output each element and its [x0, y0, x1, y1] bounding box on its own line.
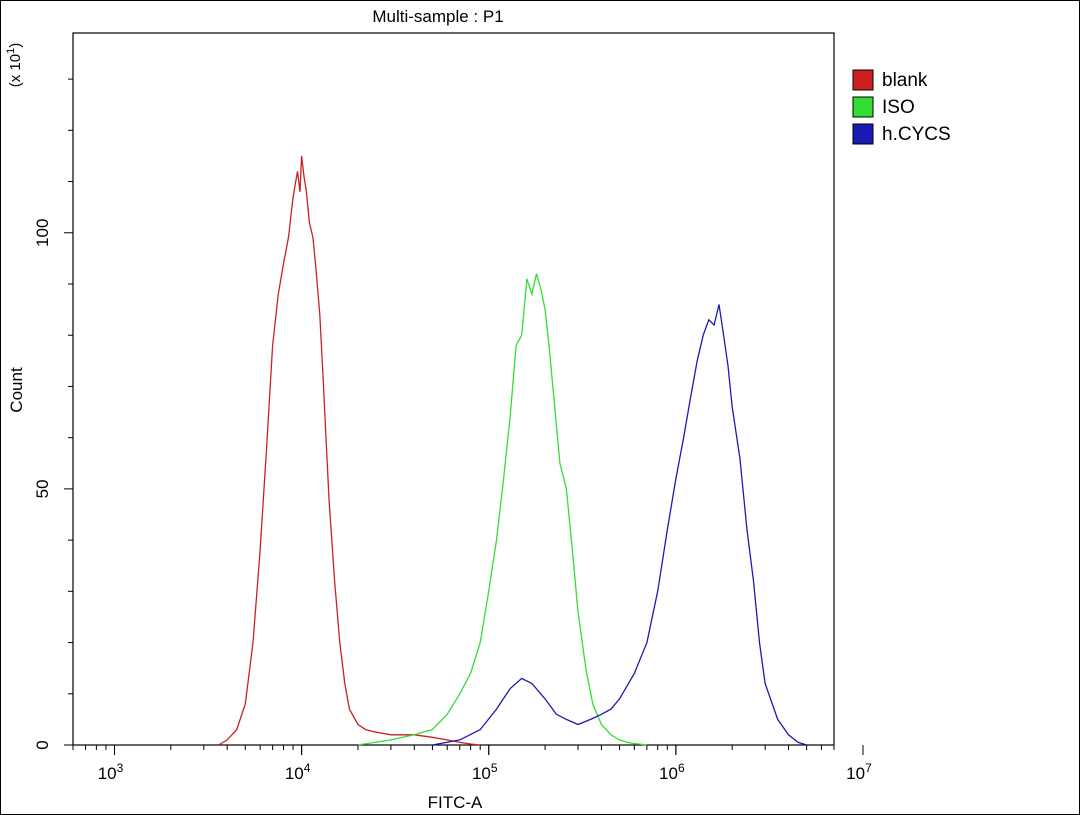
- legend-swatch-blank: [852, 69, 874, 91]
- legend-label-h-cycs: h.CYCS: [882, 124, 951, 145]
- y-axis: 0 50 100: [33, 78, 73, 750]
- legend-label-blank: blank: [882, 70, 928, 91]
- series-line-h-cycs: [432, 304, 807, 746]
- x-tick-exp: 3: [117, 761, 124, 775]
- x-tick-base: 10: [285, 764, 304, 783]
- x-axis-label: FITC-A: [428, 793, 483, 812]
- x-tick-label: 105: [472, 761, 498, 783]
- y-multiplier-base: (x 10: [7, 54, 24, 87]
- x-tick-base: 10: [472, 764, 491, 783]
- x-tick-label: 103: [98, 761, 124, 783]
- legend-label-iso: ISO: [882, 97, 915, 118]
- x-tick-base: 10: [659, 764, 678, 783]
- x-tick-exp: 4: [304, 761, 311, 775]
- legend: blank ISO h.CYCS: [852, 69, 951, 145]
- y-multiplier-close: ): [7, 43, 24, 48]
- y-tick-label: 0: [33, 740, 52, 749]
- series-line-iso: [357, 273, 647, 746]
- x-tick-label: 107: [846, 761, 872, 783]
- x-tick-exp: 7: [865, 761, 872, 775]
- chart-title: Multi-sample : P1: [372, 7, 503, 26]
- plot-area-frame: [72, 32, 835, 746]
- x-tick-base: 10: [846, 764, 865, 783]
- x-tick-label: 106: [659, 761, 685, 783]
- x-tick-label: 104: [285, 761, 311, 783]
- series-group: [218, 155, 807, 746]
- x-tick-exp: 6: [678, 761, 685, 775]
- x-axis: 103 104 105 106 107: [72, 745, 872, 783]
- x-tick-exp: 5: [491, 761, 498, 775]
- x-tick-base: 10: [98, 764, 117, 783]
- series-line-blank: [218, 155, 481, 746]
- legend-swatch-iso: [852, 96, 874, 118]
- plot-frame: [72, 32, 835, 746]
- y-multiplier-exp: 1: [5, 48, 17, 54]
- y-axis-label: Count: [7, 367, 26, 413]
- legend-swatch-h-cycs: [852, 123, 874, 145]
- y-tick-label: 100: [33, 219, 52, 247]
- y-tick-label: 50: [33, 479, 52, 498]
- y-multiplier-label: (x 101): [5, 43, 24, 87]
